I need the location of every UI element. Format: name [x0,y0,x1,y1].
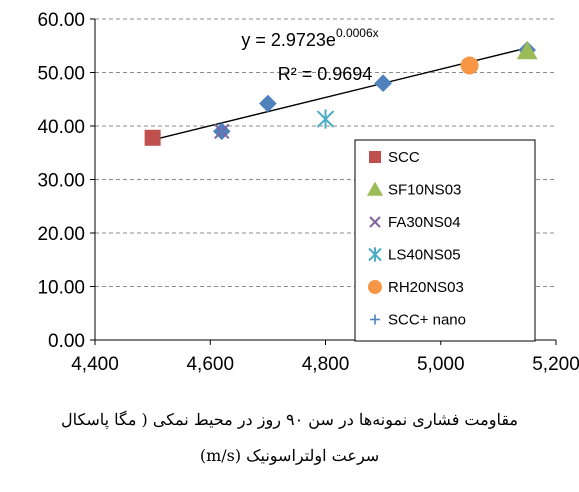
y-tick-label: 0.00 [48,331,85,352]
point-rh20ns03 [460,56,479,75]
point-sf10ns03 [516,40,538,60]
caption-line-1: مقاومت فشاری نمونه‌ها در سن ۹۰ روز در مح… [61,410,518,429]
legend-marker [370,314,380,325]
tick-labels: 0.00 10.00 20.00 30.00 40.00 50.00 60.00 4,400 4… [37,10,579,375]
trendline-equation: y = 2.9723e0.0006x R² = 0.9694 [241,26,378,84]
legend-label: SCC [388,149,420,166]
x-tick-label: 5,200 [532,354,579,375]
legend-marker [368,247,382,262]
y-tick-label: 50.00 [37,64,85,85]
legend: SCC SF10NS03 FA30NS04 LS40NS05 RH20NS03 SCC+ … [354,139,536,342]
legend-box [354,139,536,342]
x-tick-label: 4,600 [186,354,234,375]
y-tick-label: 60.00 [37,10,85,31]
y-tick-label: 10.00 [37,278,85,299]
equation-text: y = 2.9723e0.0006x [241,26,378,50]
legend-label: SCC+ nano [388,312,466,329]
chart: 0.00 10.00 20.00 30.00 40.00 50.00 60.00 4,400 4… [37,10,579,375]
caption-line-2: سرعت اولتراسونیک (m/s) [199,446,380,465]
legend-marker [369,151,381,163]
diamond-point [374,74,392,92]
equation-base: y = 2.9723e [241,30,336,50]
legend-label: FA30NS04 [388,214,461,231]
x-tick-label: 4,400 [71,354,119,375]
data-points [144,40,538,146]
legend-label: RH20NS03 [388,279,464,296]
legend-marker [366,181,384,196]
equation-exponent: 0.0006x [336,26,379,40]
point-scc [144,129,161,146]
point-ls40ns05 [316,109,335,129]
point-scc-nano [215,125,228,138]
diamond-point [259,94,277,113]
y-tick-label: 20.00 [37,224,85,245]
r-squared-text: R² = 0.9694 [278,64,373,84]
x-tick-label: 4,800 [302,354,350,375]
y-tick-label: 30.00 [37,171,85,192]
x-tick-label: 5,000 [417,354,465,375]
legend-marker [368,280,382,294]
legend-label: LS40NS05 [388,247,461,264]
legend-label: SF10NS03 [388,182,461,199]
y-tick-label: 40.00 [37,117,85,138]
legend-marker [369,216,381,228]
